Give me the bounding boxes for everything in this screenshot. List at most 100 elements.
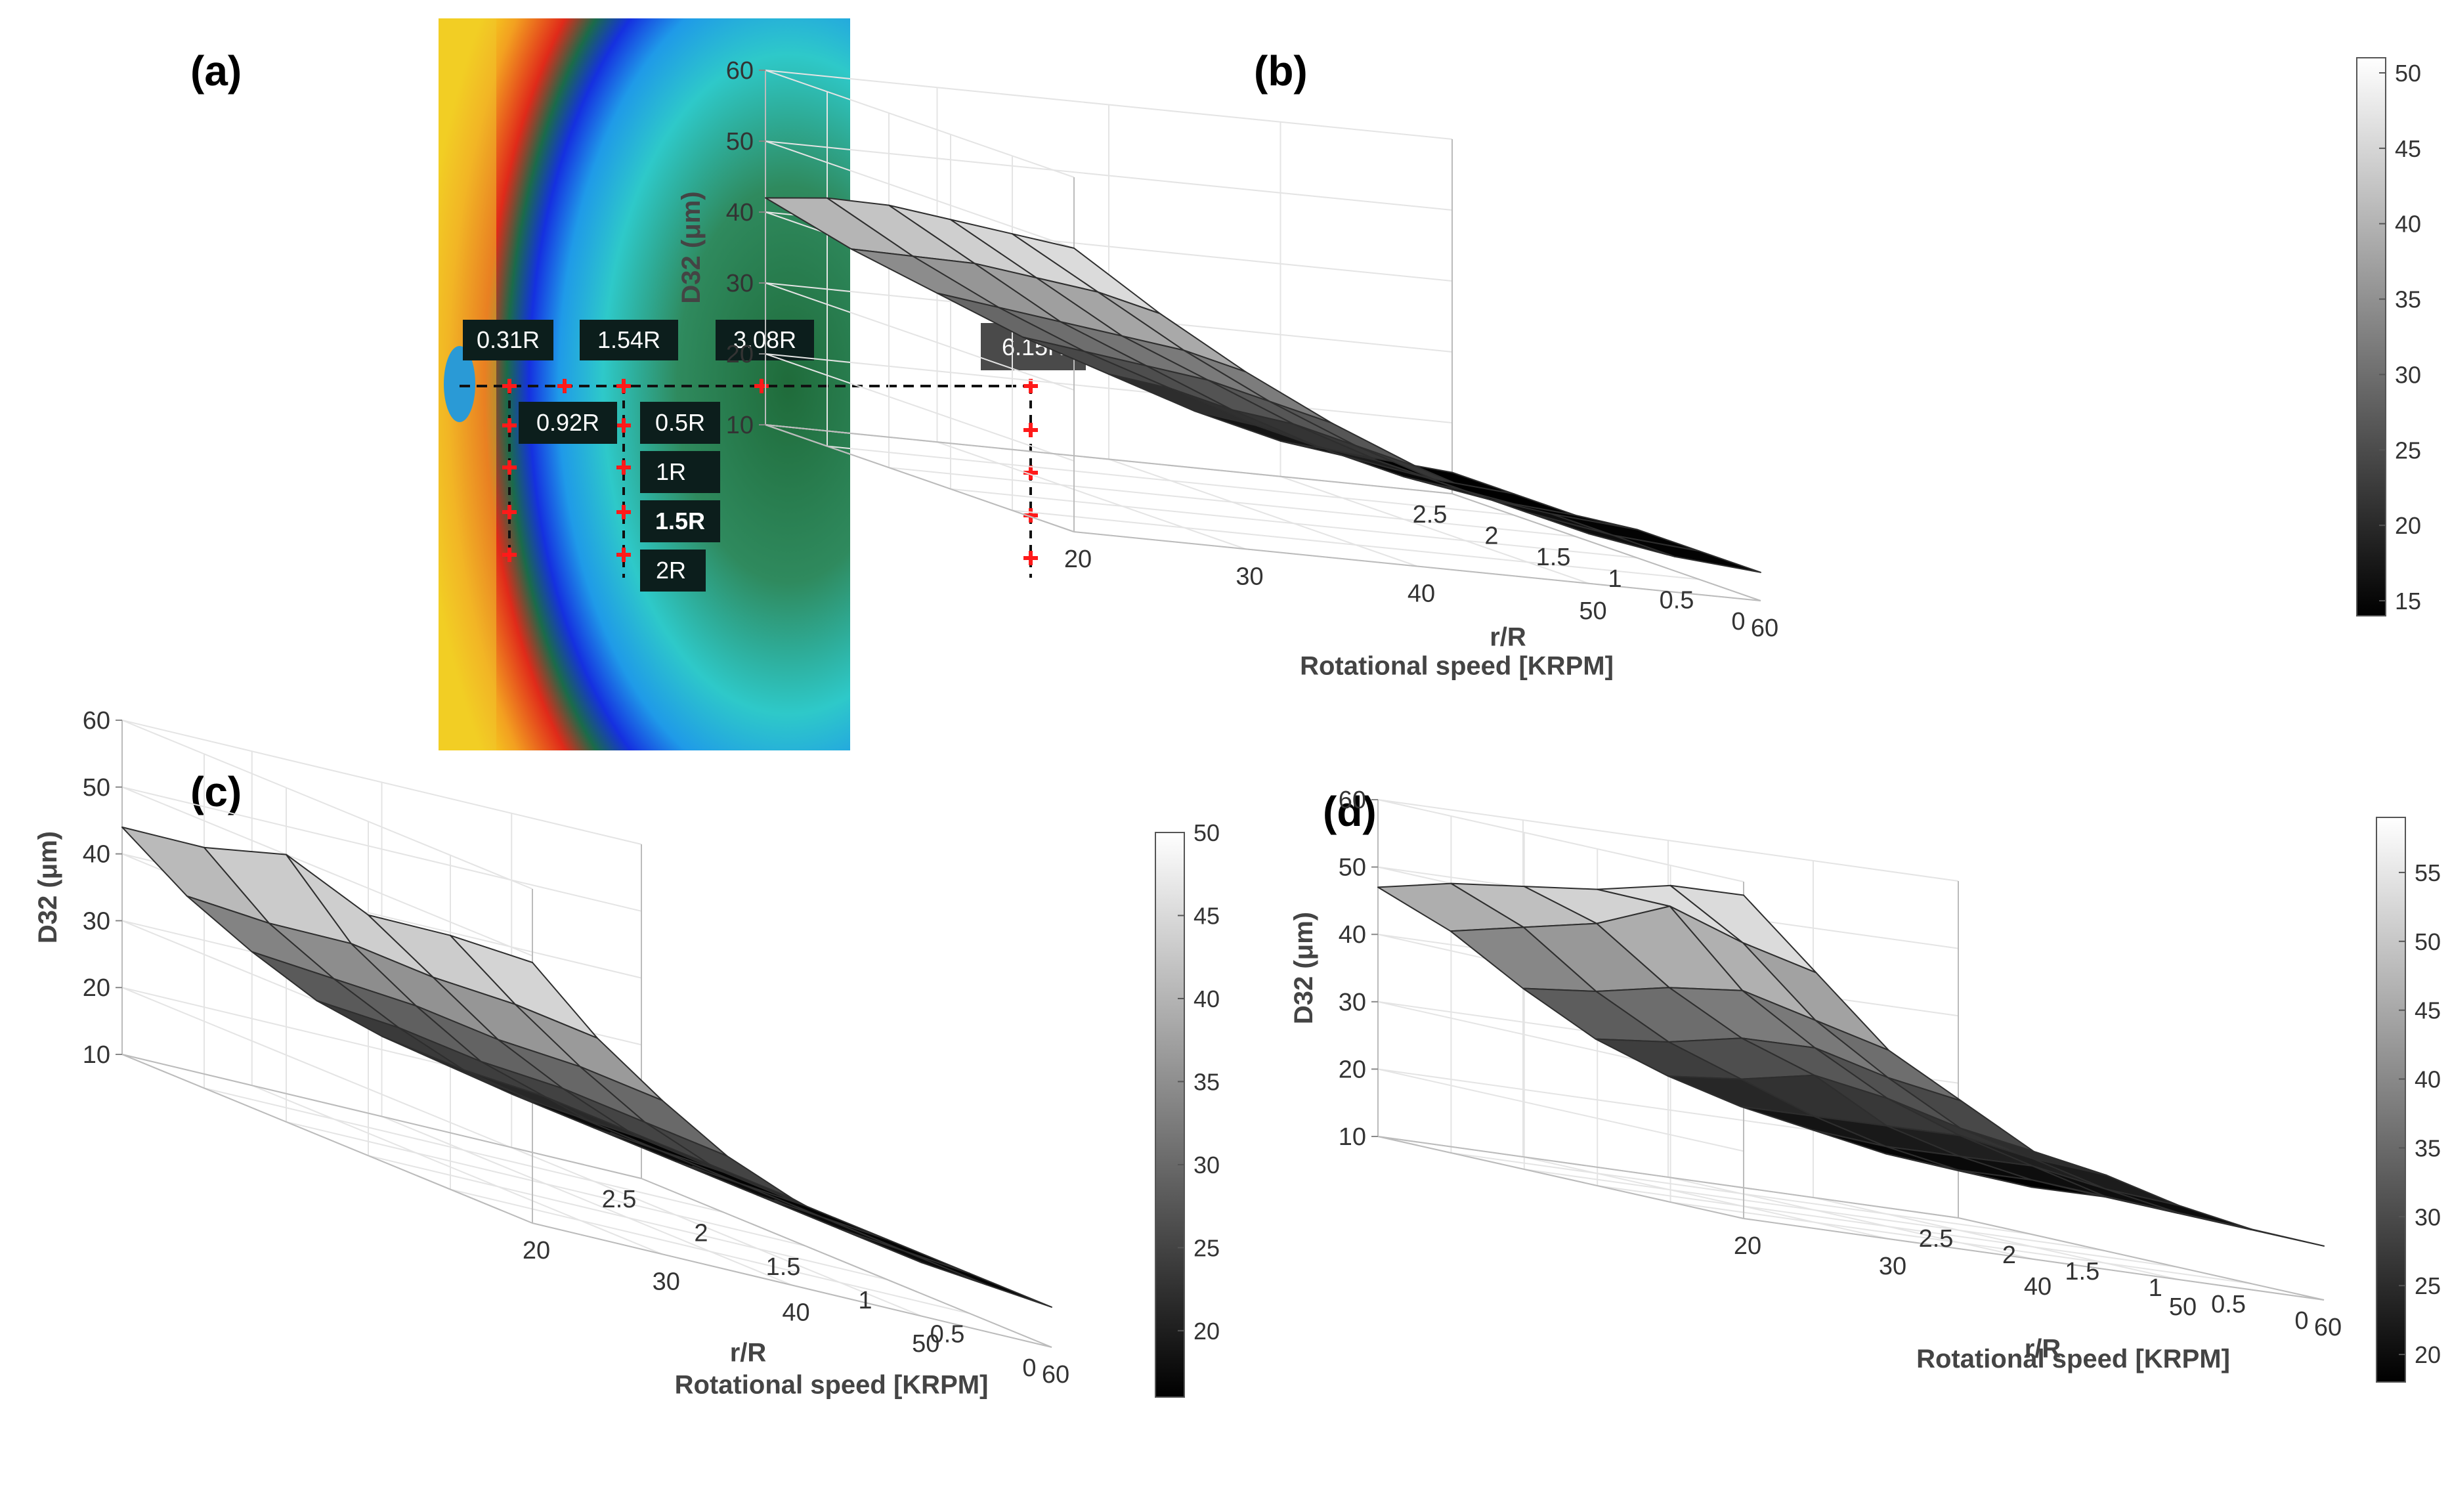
- y-tick-label: 0: [1022, 1354, 1036, 1382]
- measurement-point: [1023, 423, 1038, 437]
- surface: [1377, 882, 2325, 1247]
- annotation-1.54R: 1.54R: [580, 320, 678, 360]
- axis-edge: [765, 424, 1075, 532]
- z-tick-label: 10: [726, 412, 754, 439]
- colorbar-tick-label: 35: [2415, 1134, 2441, 1161]
- x-tick-label: 30: [653, 1268, 680, 1295]
- annotation-0.31R: 0.31R: [463, 320, 553, 360]
- gridline: [1451, 1152, 2032, 1235]
- gridline: [1670, 1201, 2251, 1284]
- surface-patch: [644, 1121, 793, 1199]
- gridline: [204, 1087, 724, 1213]
- annotation-0.92R: 0.92R: [519, 402, 617, 444]
- y-tick-label: 1: [2149, 1274, 2162, 1302]
- annotation-box: [640, 550, 706, 592]
- gridline: [765, 282, 1075, 391]
- colorbar: 15 20 25 30 35 40 45 50: [2356, 57, 2421, 616]
- colorbar-tick-label: 40: [2415, 1066, 2441, 1093]
- z-axis-title: D32 (μm): [677, 191, 706, 303]
- y-tick-label: 0: [1731, 608, 1745, 636]
- axis-edge: [1377, 1136, 1959, 1219]
- gridline: [1280, 475, 1589, 584]
- colorbar-tick-label: 20: [2395, 512, 2421, 539]
- colorbar-tick-label: 25: [2415, 1272, 2441, 1299]
- z-tick-label: 20: [1339, 1056, 1366, 1083]
- gridline: [765, 70, 1075, 178]
- x-axis-title: Rotational speed [KRPM]: [675, 1371, 989, 1400]
- surface-patch: [904, 1250, 1052, 1308]
- axis-edge: [121, 1054, 642, 1179]
- annotation-box: [640, 500, 720, 542]
- axis-edge: [1073, 531, 1761, 601]
- surface-patch: [740, 1182, 888, 1241]
- y-tick-label: 0.5: [930, 1321, 965, 1349]
- panel-label: (b): [1254, 47, 1308, 95]
- measurement-point: [616, 548, 631, 562]
- axes: 10 20 30 40 50 60 60 50 40 30 20 0 0.5 1 1.5 2 2.5 Rotati…: [33, 707, 1069, 1400]
- y-tick-label: 2: [694, 1219, 708, 1247]
- colorbar-tick-label: 45: [1193, 902, 1220, 929]
- x-tick-label: 40: [2024, 1273, 2052, 1301]
- gridline: [1522, 1156, 1889, 1240]
- surface-patch: [658, 1149, 806, 1207]
- annotation-box: [640, 402, 720, 444]
- measurement-point: [616, 418, 631, 433]
- colorbar-tick-label: 45: [2415, 997, 2441, 1024]
- measurement-point: [502, 379, 517, 393]
- colorbar-tick-label: 20: [1193, 1318, 1220, 1345]
- gridline: [381, 1115, 792, 1286]
- colorbar-tick-label: 25: [1193, 1234, 1220, 1261]
- gridline: [1667, 1177, 2034, 1260]
- panel-d: (d) 10 20 30 40 50 60 60 50 40 30 20 2.5 2 1.5 1 0.5 0 Rot…: [1289, 787, 2441, 1383]
- panel-a: (a) 0.31R 1.54R 3.08R 6.15R 0.92R: [190, 18, 1086, 750]
- x-tick-label: 30: [1879, 1253, 1906, 1280]
- z-tick-label: 40: [83, 841, 110, 869]
- surface-patch: [1612, 534, 1761, 573]
- y-tick-label: 0.5: [2211, 1291, 2246, 1318]
- z-tick-label: 50: [726, 128, 754, 156]
- y-tick-label: 1: [858, 1287, 872, 1314]
- measurement-point: [754, 379, 769, 393]
- z-tick-label: 30: [1339, 989, 1366, 1016]
- z-axis-title: D32 (μm): [33, 831, 62, 943]
- measurement-point: [616, 379, 631, 393]
- x-tick-label: 50: [1579, 597, 1606, 625]
- x-tick-label: 40: [782, 1299, 809, 1327]
- x-axis-title: Rotational speed [KRPM]: [1916, 1345, 2230, 1373]
- y-tick-label: 0.5: [1660, 586, 1694, 614]
- gridline: [121, 720, 533, 890]
- panel-b: (b) 10 20 30 40 50 60 60 50 40 30 20 2.5 2 1.5 1 0.5 0 Rot…: [677, 47, 2421, 681]
- surface-patch: [1365, 456, 1515, 495]
- annotation-text: 2R: [656, 557, 686, 584]
- annotation-box: [463, 320, 553, 360]
- surface-patch: [2105, 1188, 2252, 1230]
- axis-edge: [1958, 1217, 2325, 1301]
- measurement-point: [616, 505, 631, 519]
- x-tick-label: 30: [1236, 563, 1263, 590]
- axis-edge: [641, 1178, 1052, 1348]
- x-tick-label: 60: [2314, 1314, 2342, 1341]
- gridline: [765, 140, 1075, 249]
- colorbar-tick-label: 35: [1193, 1068, 1220, 1095]
- z-tick-label: 10: [83, 1041, 110, 1069]
- x-axis-title: Rotational speed [KRPM]: [1300, 652, 1614, 681]
- z-axis-title: D32 (μm): [1289, 912, 1318, 1024]
- measurement-point: [502, 460, 517, 475]
- z-tick-label: 60: [1339, 787, 1366, 814]
- annotation-0.5R: 0.5R: [640, 402, 720, 444]
- x-tick-label: 50: [2169, 1293, 2197, 1321]
- y-tick-label: 2.5: [1919, 1225, 1954, 1253]
- z-tick-label: 50: [1339, 854, 1366, 882]
- measurement-point: [502, 505, 517, 519]
- colorbar-tick-label: 40: [2395, 211, 2421, 238]
- panel-a-label: (a): [190, 47, 242, 95]
- axis-edge: [1377, 1136, 1744, 1219]
- colorbar-tick-label: 50: [2415, 928, 2441, 955]
- y-tick-label: 2: [2002, 1242, 2016, 1269]
- panel-label: (d): [1323, 788, 1377, 835]
- y-tick-label: 2.5: [602, 1186, 637, 1213]
- colorbar-tick-label: 15: [2395, 588, 2421, 615]
- gridline: [511, 1146, 922, 1317]
- z-tick-label: 30: [83, 907, 110, 935]
